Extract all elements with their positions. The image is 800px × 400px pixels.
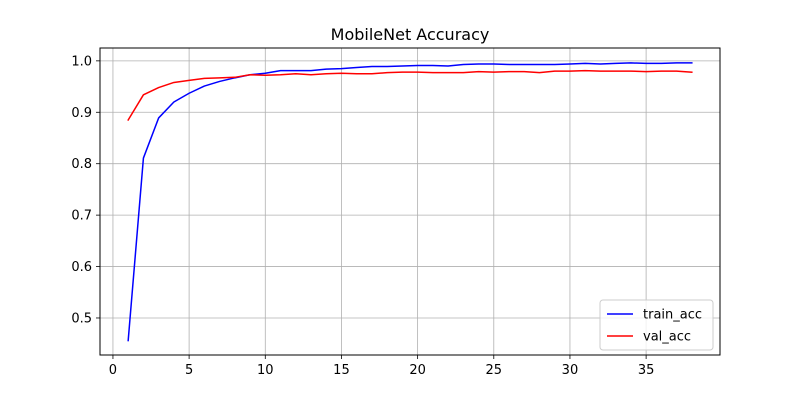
y-tick-label: 0.9 xyxy=(71,106,92,121)
x-tick-label: 10 xyxy=(257,363,274,378)
x-tick-label: 25 xyxy=(486,363,503,378)
x-tick-label: 30 xyxy=(562,363,579,378)
series-line-val-acc xyxy=(127,69,693,122)
chart-title: MobileNet Accuracy xyxy=(331,25,490,44)
series-lines xyxy=(127,62,693,342)
x-tick-label: 5 xyxy=(185,363,193,378)
y-tick-label: 0.5 xyxy=(71,311,92,326)
y-tick-label: 0.6 xyxy=(71,260,92,275)
legend-box xyxy=(599,299,714,351)
y-tick-label: 0.8 xyxy=(71,157,92,172)
plot-area xyxy=(99,47,721,356)
legend-label-train-acc: train_acc xyxy=(643,308,702,323)
x-tick-label: 15 xyxy=(333,363,350,378)
legend: train_acc val_acc xyxy=(599,299,714,351)
y-tick-label: 1.0 xyxy=(71,54,92,69)
x-tick-label: 35 xyxy=(638,363,655,378)
grid-lines xyxy=(100,48,720,355)
axis-ticks: 0 5 10 15 20 25 30 35 0.5 0.6 0.7 0.8 0.9 1.0 xyxy=(71,54,654,378)
y-tick-label: 0.7 xyxy=(71,209,92,224)
legend-label-val-acc: val_acc xyxy=(643,330,691,345)
x-tick-label: 20 xyxy=(409,363,426,378)
x-tick-label: 0 xyxy=(109,363,117,378)
series-line-train-acc xyxy=(127,62,693,342)
